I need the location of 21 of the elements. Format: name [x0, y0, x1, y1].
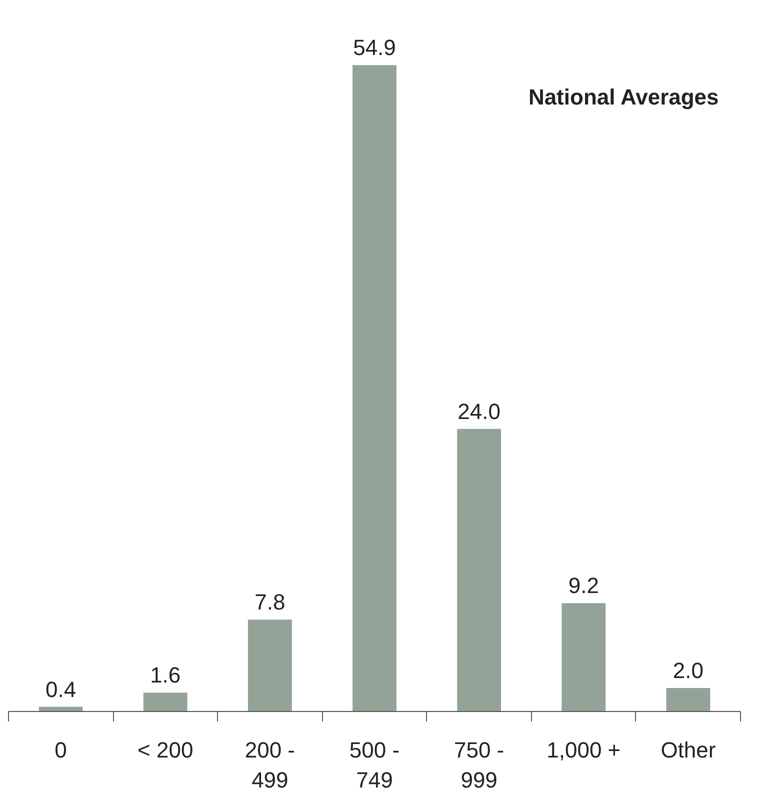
data-label: 54.9	[353, 35, 396, 60]
data-label: 0.4	[45, 676, 76, 702]
bar	[143, 692, 188, 712]
x-tick-label: < 200	[138, 738, 194, 762]
bar	[457, 428, 502, 712]
bar	[666, 688, 710, 712]
data-label: 7.8	[254, 590, 286, 615]
x-tick-label: 0	[54, 738, 67, 762]
x-tick-label: 750 - 999	[454, 738, 504, 792]
bar	[352, 65, 396, 712]
x-tick-label: 500 - 749	[349, 738, 400, 792]
data-label: 9.2	[568, 573, 599, 598]
data-label: 1.6	[150, 662, 181, 688]
data-label: 2.0	[672, 658, 704, 683]
bar	[562, 603, 606, 712]
x-tick-label: Other	[660, 738, 716, 762]
bar	[248, 620, 292, 712]
text: National Averages	[528, 84, 719, 110]
x-tick-label: 1,000 +	[546, 738, 621, 762]
x-tick-label: 200 - 499	[244, 738, 296, 792]
data-label: 24.0	[458, 398, 500, 424]
